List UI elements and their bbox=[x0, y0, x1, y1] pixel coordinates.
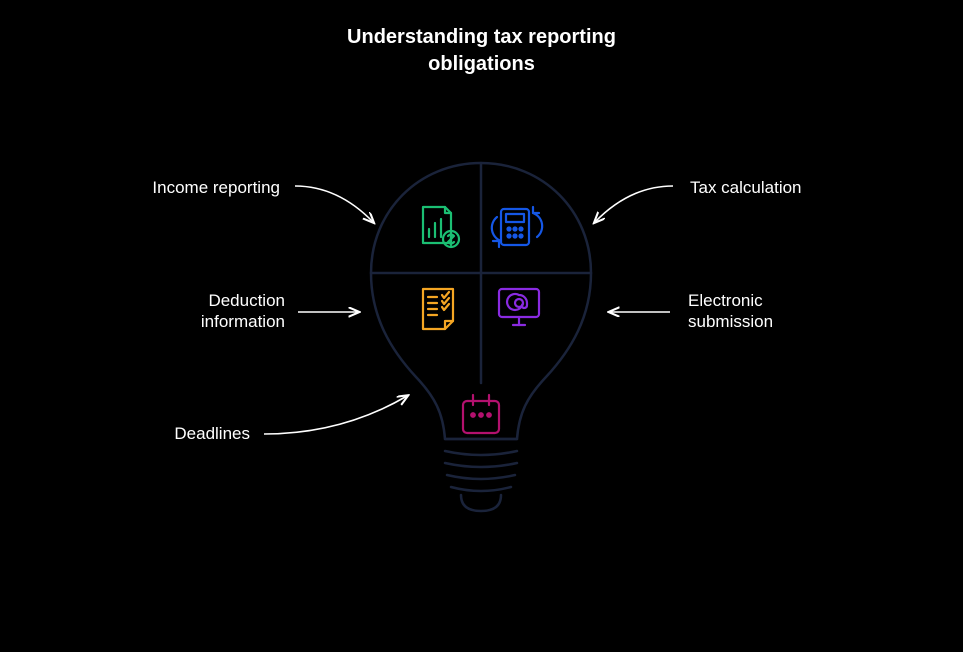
label-electronic-l2: submission bbox=[688, 312, 773, 331]
label-deadlines: Deadlines bbox=[130, 423, 250, 444]
label-electronic-submission: Electronic submission bbox=[688, 290, 848, 333]
arrow-electronic bbox=[602, 304, 672, 324]
label-deduction-information: Deduction information bbox=[125, 290, 285, 333]
lightbulb-outline bbox=[361, 155, 601, 575]
arrow-deduction bbox=[296, 304, 366, 324]
label-deduction-l2: information bbox=[201, 312, 285, 331]
calculator-refresh-icon bbox=[492, 207, 542, 247]
calendar-dots-icon bbox=[463, 395, 499, 433]
arrow-income bbox=[293, 178, 388, 238]
label-tax-calculation: Tax calculation bbox=[690, 177, 890, 198]
label-deduction-l1: Deduction bbox=[208, 291, 285, 310]
arrow-deadlines bbox=[262, 388, 417, 448]
label-income-reporting: Income reporting bbox=[100, 177, 280, 198]
monitor-at-icon bbox=[499, 289, 539, 325]
infographic-canvas: Understanding tax reporting obligations … bbox=[0, 0, 963, 652]
checklist-document-icon bbox=[423, 289, 453, 329]
title-line-1: Understanding tax reporting bbox=[347, 26, 616, 48]
arrow-taxcalc bbox=[580, 178, 675, 238]
document-chart-dollar-icon bbox=[423, 207, 459, 247]
label-electronic-l1: Electronic bbox=[688, 291, 763, 310]
title-line-2: obligations bbox=[428, 53, 535, 75]
page-title: Understanding tax reporting obligations bbox=[0, 24, 963, 78]
